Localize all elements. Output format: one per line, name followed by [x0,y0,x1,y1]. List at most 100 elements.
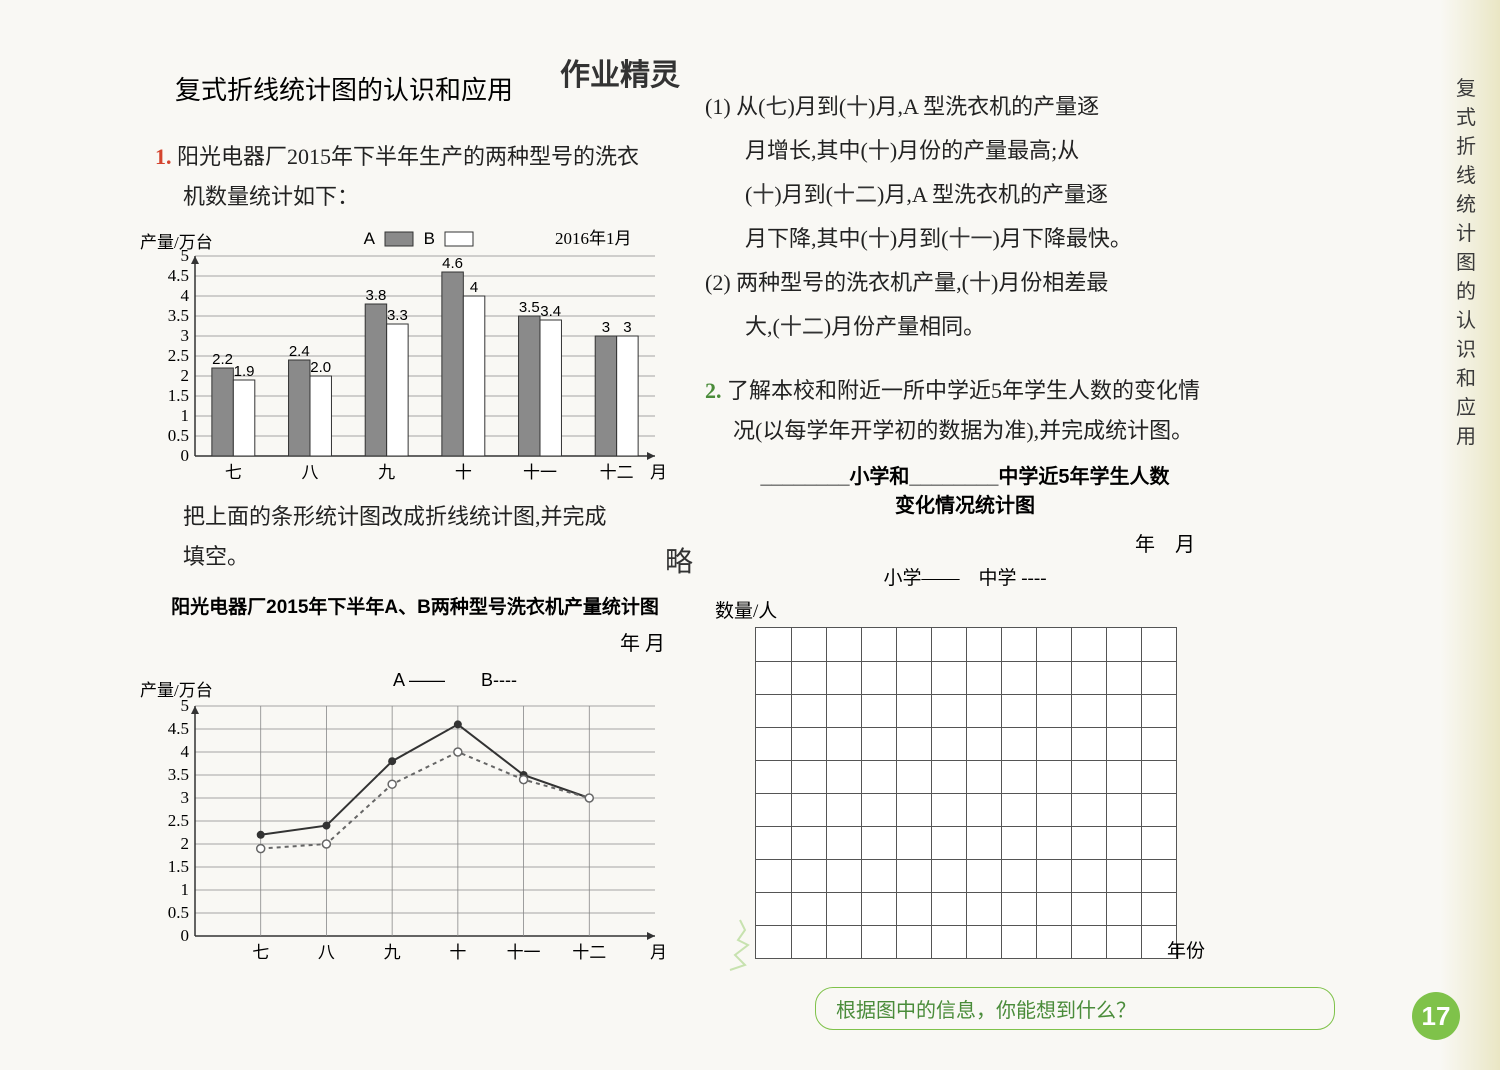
svg-text:A —— B----: A —— B---- [393,670,517,690]
svg-text:2.5: 2.5 [168,346,189,365]
vertical-section-tab: 复式折线统计图的认识和应用 [1452,75,1480,452]
q2-x-label: 年份 [1167,936,1205,963]
ans1: 七 [765,94,787,119]
q2-line2: 况(以每学年开学初的数据为准),并完成统计图。 [733,418,1193,443]
svg-text:3: 3 [181,788,190,807]
vertical-tab-text: 复式折线统计图的认识和应用 [1456,78,1476,448]
ans8: 十 [969,270,991,295]
svg-text:十一: 十一 [507,943,541,962]
bar-chart: 00.511.522.533.544.55产量/万台AB2016年1月2.21.… [135,226,675,491]
p6a: 大,( [745,314,780,339]
worksheet-page: 作业精灵 复式折线统计图的认识和应用 复式折线统计图的认识和应用 1. 阳光电器… [0,0,1500,1070]
svg-text:0: 0 [181,446,190,465]
mascot-icon [720,915,760,975]
ans7: 十一 [949,226,993,251]
q2-line1: 了解本校和附近一所中学近5年学生人数的变化情 [727,378,1200,403]
q1-line2: 机数量统计如下： [183,184,359,209]
svg-text:0: 0 [181,926,190,945]
svg-text:3: 3 [602,319,610,336]
q2-number: 2. [705,378,722,403]
svg-text:八: 八 [318,943,335,962]
p1a: (1) 从( [705,94,765,119]
ans9: 十二 [780,314,824,339]
line-chart-svg: 00.511.522.533.544.55产量/万台A —— B----七八九十… [135,666,665,966]
p1c: )月,A 型洗衣机的产量逐 [868,94,1099,119]
line-chart-title: 阳光电器厂2015年下半年A、B两种型号洗衣机产量统计图 [155,592,675,619]
svg-text:2.0: 2.0 [310,359,331,376]
page-number-badge: 17 [1412,992,1460,1040]
p3b: )月到( [774,182,833,207]
svg-text:1: 1 [181,880,190,899]
svg-text:2.4: 2.4 [289,343,310,360]
svg-text:3: 3 [181,326,190,345]
ans2: 十 [846,94,868,119]
p2b: )月份的产量最高;从 [890,138,1079,163]
svg-text:产量/万台: 产量/万台 [140,681,213,700]
q2-chart-area: 略 年 月 小学—— 中学 ---- 数量/人 年份 [705,528,1225,959]
p3c: )月,A 型洗衣机的产量逐 [877,182,1108,207]
blank-grid [755,627,1177,959]
svg-text:2.2: 2.2 [212,351,233,368]
svg-text:4: 4 [181,742,190,761]
ans3: 十 [868,138,890,163]
svg-text:0.5: 0.5 [168,903,189,922]
svg-text:1.9: 1.9 [234,363,255,380]
q1-sub-answers: (1) 从(七)月到(十)月,A 型洗衣机的产量逐 月增长,其中(十)月份的产量… [705,85,1225,349]
q2-answer-note: 略 [665,540,693,580]
svg-text:十: 十 [455,463,472,482]
svg-text:3.5: 3.5 [519,299,540,316]
svg-text:月份: 月份 [650,943,665,962]
svg-text:4.6: 4.6 [442,255,463,272]
svg-text:3.8: 3.8 [366,287,387,304]
q2-title-sub: 变化情况统计图 [895,495,1035,517]
svg-text:B: B [424,229,435,248]
ans4: 十 [752,182,774,207]
svg-text:1.5: 1.5 [168,857,189,876]
ans6: 十 [868,226,890,251]
svg-text:月份: 月份 [650,463,665,482]
p6b: )月份产量相同。 [824,314,985,339]
svg-text:2.5: 2.5 [168,811,189,830]
page-number: 17 [1422,1001,1451,1032]
right-column: (1) 从(七)月到(十)月,A 型洗衣机的产量逐 月增长,其中(十)月份的产量… [705,85,1225,1030]
q1-below-bar: 把上面的条形统计图改成折线统计图,并完成 填空。 [155,497,675,576]
page-title: 复式折线统计图的认识和应用 [175,70,675,107]
q1-line1: 阳光电器厂2015年下半年生产的两种型号的洗衣 [177,144,639,169]
p1b: )月到( [788,94,847,119]
svg-text:4.5: 4.5 [168,719,189,738]
p5b: )月份相差最 [991,270,1108,295]
p5a: (2) 两种型号的洗衣机产量,( [705,270,969,295]
q2-y-label: 数量/人 [715,596,1225,623]
svg-text:2: 2 [181,834,190,853]
svg-text:十一: 十一 [523,463,557,482]
q1-number: 1. [155,144,172,169]
svg-text:3.5: 3.5 [168,765,189,784]
svg-text:产量/万台: 产量/万台 [140,233,213,252]
svg-text:1: 1 [181,406,190,425]
left-column: 复式折线统计图的认识和应用 1. 阳光电器厂2015年下半年生产的两种型号的洗衣… [155,70,675,971]
svg-text:A: A [364,229,376,248]
p4b: )月到( [890,226,949,251]
svg-text:3.4: 3.4 [540,303,561,320]
svg-text:2016年1月: 2016年1月 [555,229,632,248]
svg-text:七: 七 [225,463,242,482]
svg-text:3.5: 3.5 [168,306,189,325]
svg-text:七: 七 [252,943,269,962]
svg-text:十: 十 [449,943,466,962]
svg-text:3.3: 3.3 [387,307,408,324]
svg-text:1.5: 1.5 [168,386,189,405]
svg-text:0.5: 0.5 [168,426,189,445]
q2-legend: 小学—— 中学 ---- [705,563,1225,590]
svg-text:4.5: 4.5 [168,266,189,285]
q2-chart-title: ________小学和________中学近5年学生人数 变化情况统计图 [705,460,1225,518]
p4a: 月下降,其中( [745,226,868,251]
svg-text:九: 九 [378,463,395,482]
svg-text:十二: 十二 [572,943,606,962]
svg-text:八: 八 [302,463,319,482]
q2-title-prefix: ________小学和________中学近5年学生人数 [760,466,1169,488]
q2-body: 2. 了解本校和附近一所中学近5年学生人数的变化情 况(以每学年开学初的数据为准… [705,371,1225,450]
callout-text: 根据图中的信息，你能想到什么？ [836,1000,1136,1022]
line-chart: 00.511.522.533.544.55产量/万台A —— B----七八九十… [135,666,675,971]
svg-text:4: 4 [470,279,478,296]
bar-chart-svg: 00.511.522.533.544.55产量/万台AB2016年1月2.21.… [135,226,665,486]
